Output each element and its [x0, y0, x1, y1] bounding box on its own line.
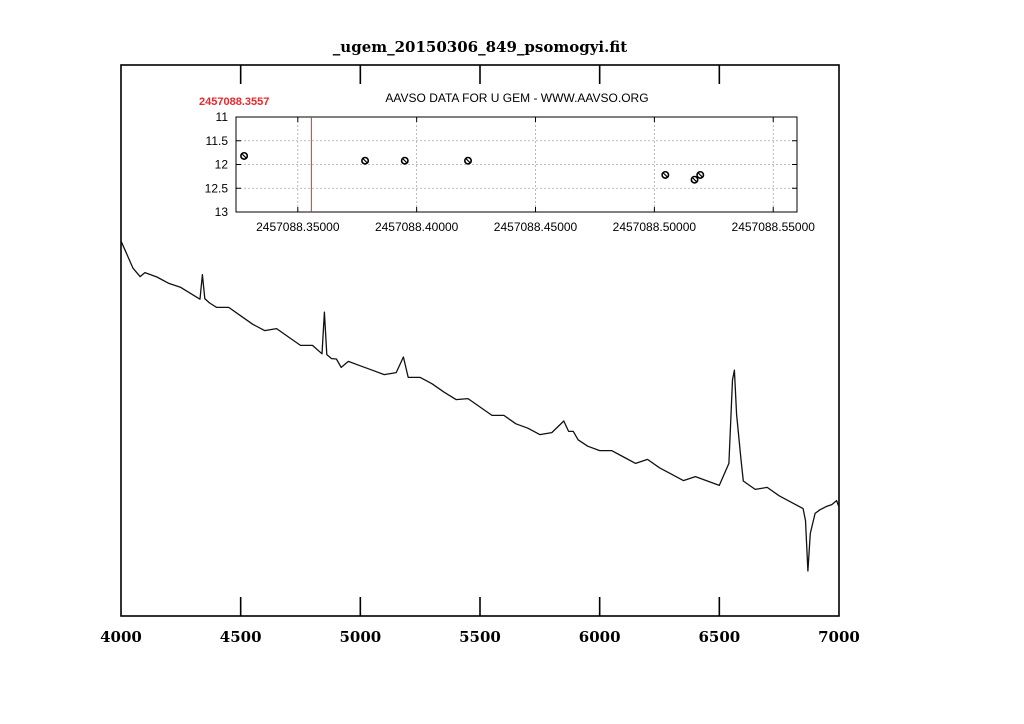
inset-x-tick-label: 2457088.35000	[256, 220, 340, 234]
main-x-tick-label: 4500	[220, 628, 262, 646]
main-x-tick-label: 4000	[100, 628, 142, 646]
main-x-tick-label: 7000	[818, 628, 860, 646]
inset-data-point	[240, 151, 249, 160]
inset-y-tick-label: 11	[216, 110, 229, 124]
main-x-tick-label: 6000	[579, 628, 621, 646]
inset-x-tick-labels: 2457088.35000 2457088.40000 2457088.45000 2…	[256, 220, 815, 234]
inset-data-point	[400, 156, 409, 165]
inset-y-tick-label: 12.5	[205, 181, 229, 195]
inset-data-point	[696, 170, 705, 179]
inset-chart-title: AAVSO DATA FOR U GEM - WWW.AAVSO.ORG	[385, 91, 648, 105]
marker-line-label: 2457088.3557	[199, 96, 269, 108]
main-x-tick-label: 5000	[339, 628, 381, 646]
main-x-tick-labels: 4000 4500 5000 5500 6000 6500 7000	[100, 628, 860, 646]
inset-grid	[236, 117, 797, 212]
main-x-tick-label: 6500	[698, 628, 740, 646]
inset-x-tick-label: 2457088.45000	[494, 220, 578, 234]
inset-ticks	[236, 116, 797, 213]
inset-data-point	[464, 156, 473, 165]
inset-data-point	[690, 175, 699, 184]
spectrum-line	[120, 240, 840, 572]
inset-y-tick-labels: 11 11.5 12 12.5 13	[205, 110, 229, 219]
inset-y-tick-label: 12	[215, 158, 229, 172]
inset-data-points	[240, 151, 705, 184]
main-x-tick-label: 5500	[459, 628, 501, 646]
inset-x-tick-label: 2457088.50000	[613, 220, 697, 234]
inset-x-tick-label: 2457088.40000	[375, 220, 459, 234]
inset-x-tick-label: 2457088.55000	[732, 220, 816, 234]
main-x-ticks	[239, 65, 721, 616]
inset-y-tick-label: 13	[215, 205, 229, 219]
inset-y-tick-label: 11.5	[206, 134, 229, 148]
inset-data-point	[661, 170, 670, 179]
inset-data-point	[361, 156, 370, 165]
main-chart-title: _ugem_20150306_849_psomogyi.fit	[333, 38, 627, 56]
